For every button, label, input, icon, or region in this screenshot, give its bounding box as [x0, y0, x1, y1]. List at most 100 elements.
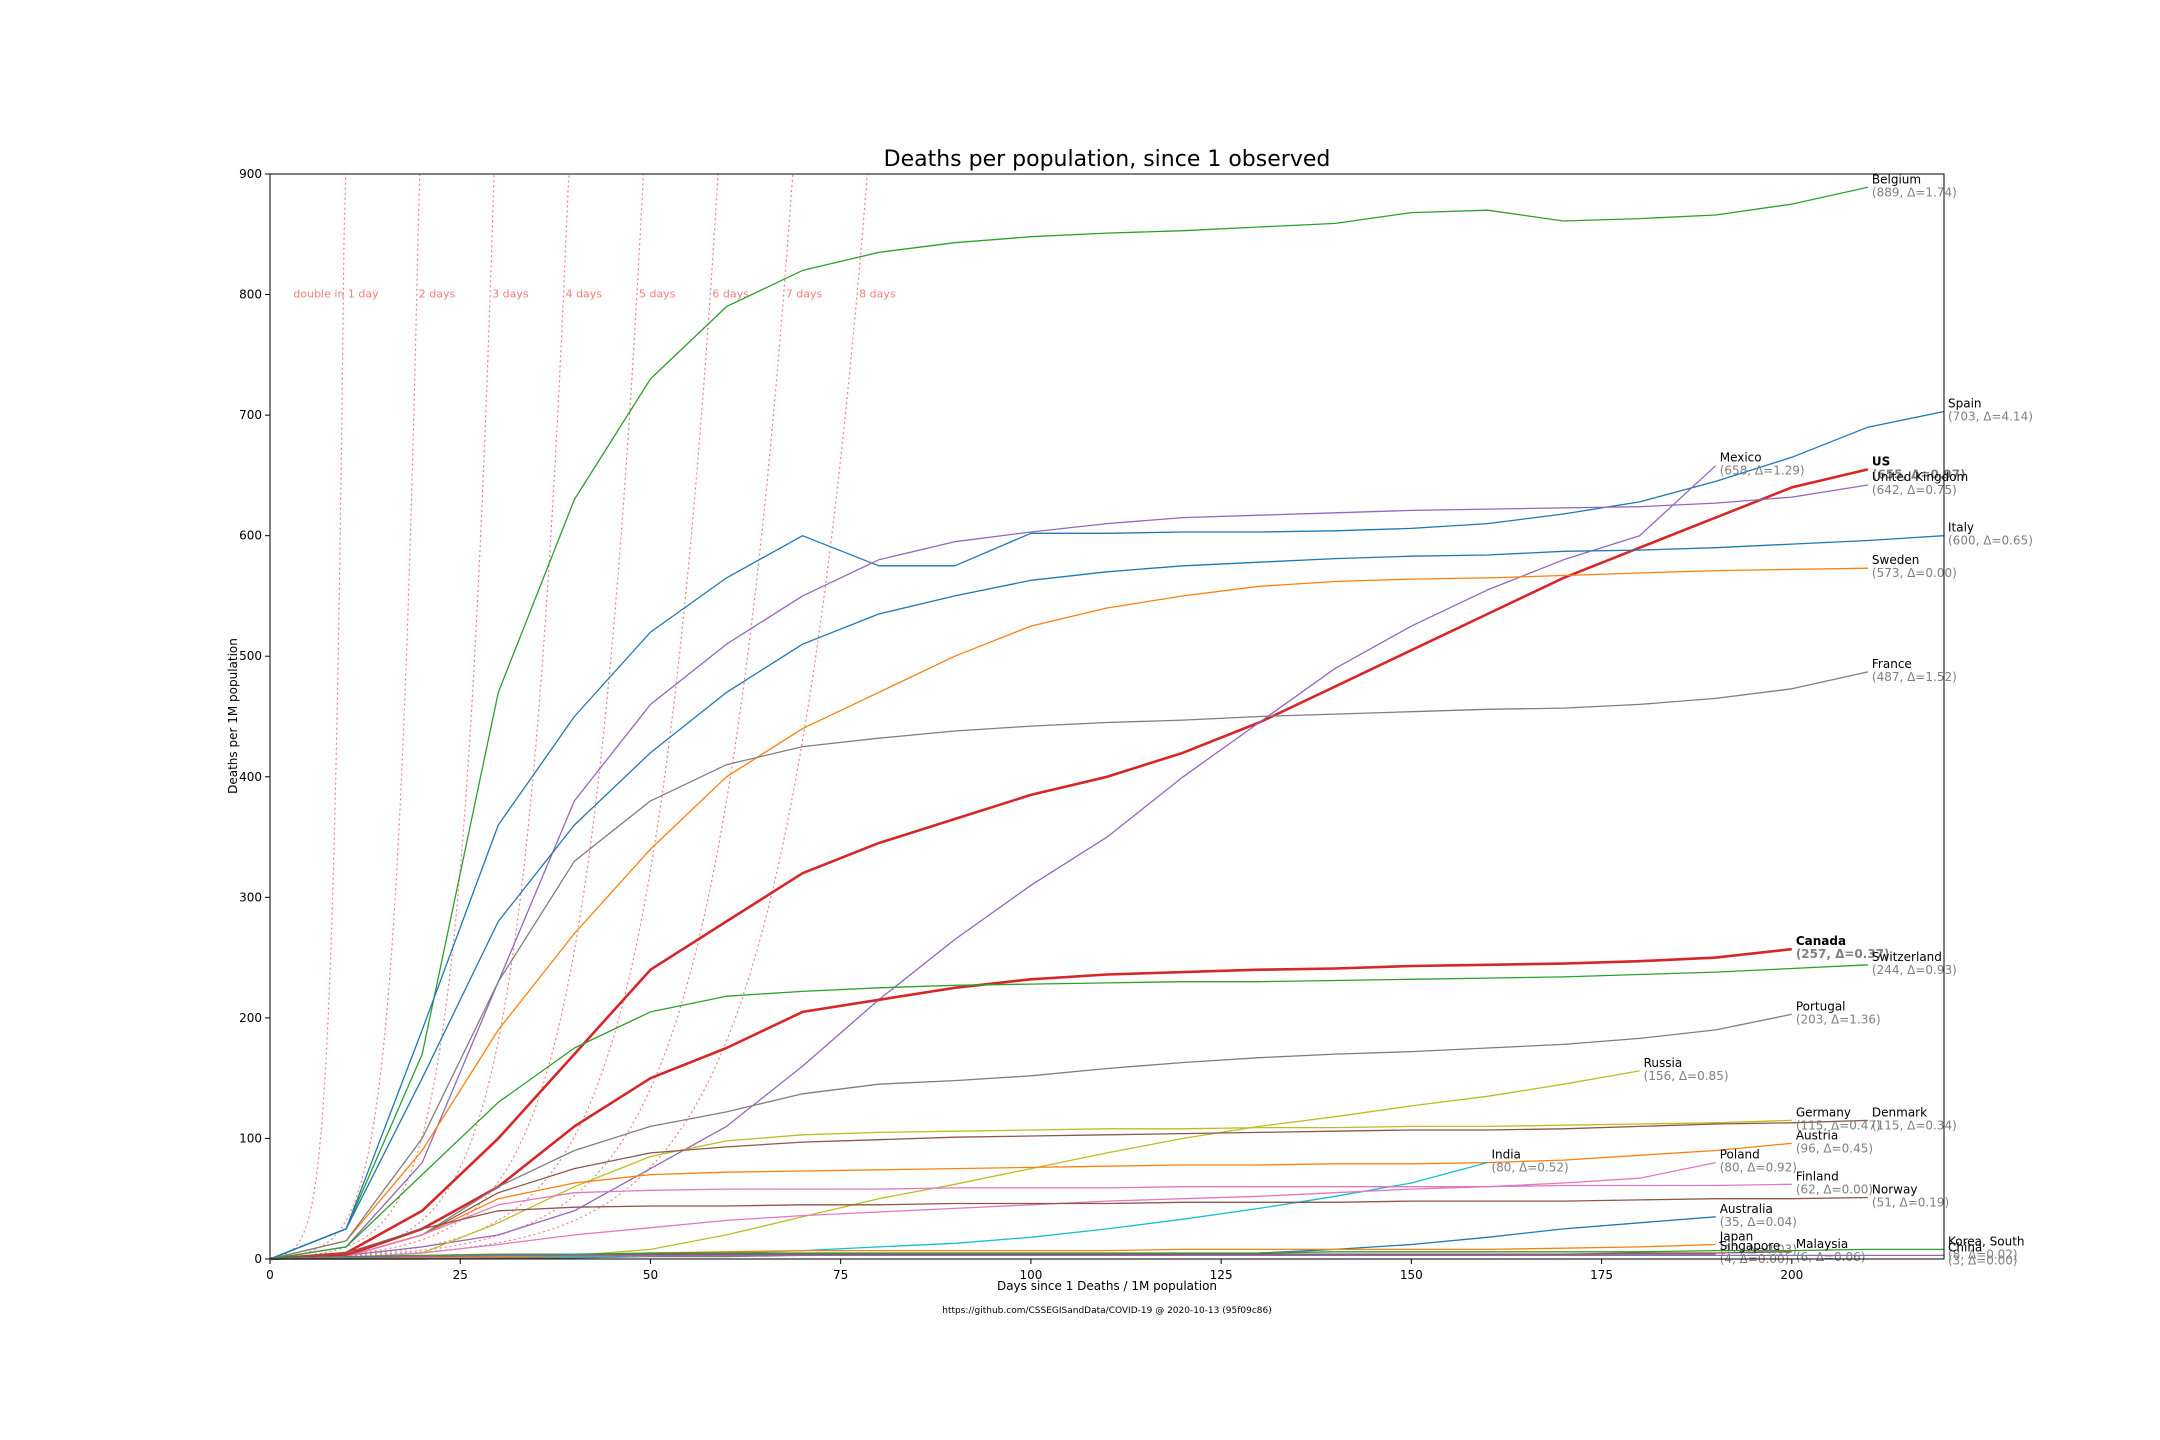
series-name: Mexico [1720, 451, 1762, 465]
y-tick-label: 600 [239, 529, 262, 543]
series-name: United Kingdom [1872, 470, 1968, 484]
series-line [269, 535, 1945, 1260]
series-line [269, 964, 1868, 1260]
series-name: India [1491, 1148, 1520, 1162]
y-tick-label: 900 [239, 167, 262, 181]
series-line [269, 186, 1869, 1260]
y-tick-label: 700 [239, 408, 262, 422]
series-annotation: (642, Δ=0.75) [1872, 483, 1957, 497]
series-line [269, 1013, 1792, 1260]
series-name: Switzerland [1872, 950, 1942, 964]
series-line [269, 410, 1945, 1260]
series-line [269, 484, 1869, 1260]
series-line [270, 1243, 1716, 1260]
series-name: US [1872, 454, 1890, 468]
series-line [269, 1119, 1868, 1260]
series-annotation: (35, Δ=0.04) [1720, 1215, 1797, 1229]
series-name: China [1948, 1240, 1982, 1254]
series-annotation: (96, Δ=0.45) [1796, 1141, 1873, 1155]
series-name: Canada [1796, 934, 1846, 948]
series-name: Austria [1796, 1128, 1838, 1142]
doubling-label: 2 days [419, 287, 456, 300]
series-annotation: (487, Δ=1.52) [1872, 670, 1957, 684]
y-tick-label: 500 [239, 649, 262, 663]
doubling-label: 6 days [712, 287, 749, 300]
series-annotation: (12, Δ=0.03) [1720, 1243, 1797, 1257]
series-name: Russia [1644, 1056, 1683, 1070]
series-annotation: (115, Δ=0.34) [1872, 1118, 1957, 1132]
series-name: Singapore [1720, 1239, 1781, 1253]
series-annotation: (203, Δ=1.36) [1796, 1012, 1881, 1026]
series-line [269, 1254, 1944, 1260]
series-name: Poland [1720, 1148, 1760, 1162]
series-annotation: (156, Δ=0.85) [1644, 1069, 1729, 1083]
series-annotation: (8, Δ=0.02) [1948, 1247, 2018, 1261]
series-name: Australia [1720, 1202, 1773, 1216]
chart-title: Deaths per population, since 1 observed [884, 147, 1331, 172]
y-tick-label: 100 [239, 1131, 262, 1145]
doubling-label: 4 days [566, 287, 603, 300]
series-annotation: (573, Δ=0.00) [1872, 566, 1957, 580]
x-tick-label: 50 [643, 1268, 658, 1282]
x-tick-label: 125 [1210, 1268, 1233, 1282]
series-line [269, 465, 1717, 1260]
doubling-line [270, 174, 868, 1259]
series-annotation: (658, Δ=1.29) [1720, 464, 1805, 478]
series-line [270, 1070, 1640, 1260]
doubling-line [270, 174, 495, 1259]
series-name: Spain [1948, 396, 1982, 410]
series-name: Belgium [1872, 172, 1921, 186]
series-line [269, 1196, 1868, 1260]
x-tick-label: 25 [453, 1268, 468, 1282]
series-line [269, 1142, 1792, 1260]
series-line [269, 947, 1792, 1261]
footer: https://github.com/CSSEGISandData/COVID-… [942, 1306, 1271, 1316]
series-name: Germany [1796, 1105, 1851, 1119]
series-line [269, 567, 1868, 1260]
series-line [269, 1248, 1944, 1260]
series-name: Italy [1948, 521, 1974, 535]
series-annotation: (3, Δ=0.00) [1948, 1253, 2018, 1267]
series-annotation: (244, Δ=0.93) [1872, 963, 1957, 977]
doubling-line [270, 174, 645, 1259]
series-annotation: (115, Δ=0.47) [1796, 1118, 1881, 1132]
x-tick-label: 175 [1590, 1268, 1613, 1282]
x-tick-label: 150 [1400, 1268, 1423, 1282]
series-line [269, 1183, 1792, 1260]
x-axis-label: Days since 1 Deaths / 1M population [997, 1279, 1217, 1293]
plot-frame [269, 173, 1945, 1260]
y-tick-label: 800 [239, 288, 262, 302]
series-name: Korea, South [1948, 1234, 2025, 1248]
series-annotation: (62, Δ=0.00) [1796, 1182, 1873, 1196]
doubling-label: 7 days [786, 287, 823, 300]
series-annotation: (655, Δ=0.97) [1872, 467, 1966, 481]
series-annotation: (80, Δ=0.92) [1720, 1161, 1797, 1175]
series-annotation: (6, Δ=0.06) [1796, 1250, 1866, 1264]
series-annotation: (703, Δ=4.14) [1948, 409, 2033, 423]
y-tick-label: 200 [239, 1011, 262, 1025]
series-name: Denmark [1872, 1105, 1927, 1119]
x-tick-label: 100 [1019, 1268, 1042, 1282]
doubling-line [270, 174, 794, 1259]
series-annotation: (80, Δ=0.52) [1491, 1161, 1568, 1175]
series-line [269, 671, 1869, 1260]
series-line [269, 1119, 1792, 1260]
series-name: Norway [1872, 1183, 1918, 1197]
series-name: Finland [1796, 1169, 1839, 1183]
y-tick-label: 400 [239, 770, 262, 784]
y-tick-label: 300 [239, 890, 262, 904]
y-tick-label: 0 [254, 1252, 262, 1266]
series-name: Malaysia [1796, 1237, 1848, 1251]
y-axis-label: Deaths per 1M population [226, 638, 240, 794]
series-name: France [1872, 657, 1912, 671]
series-line [269, 468, 1869, 1261]
series-name: Portugal [1796, 999, 1846, 1013]
series-name: Sweden [1872, 553, 1919, 567]
doubling-label: 5 days [639, 287, 676, 300]
series-annotation: (889, Δ=1.74) [1872, 185, 1957, 199]
x-tick-label: 0 [266, 1268, 274, 1282]
x-tick-label: 75 [833, 1268, 848, 1282]
doubling-line [270, 174, 570, 1259]
